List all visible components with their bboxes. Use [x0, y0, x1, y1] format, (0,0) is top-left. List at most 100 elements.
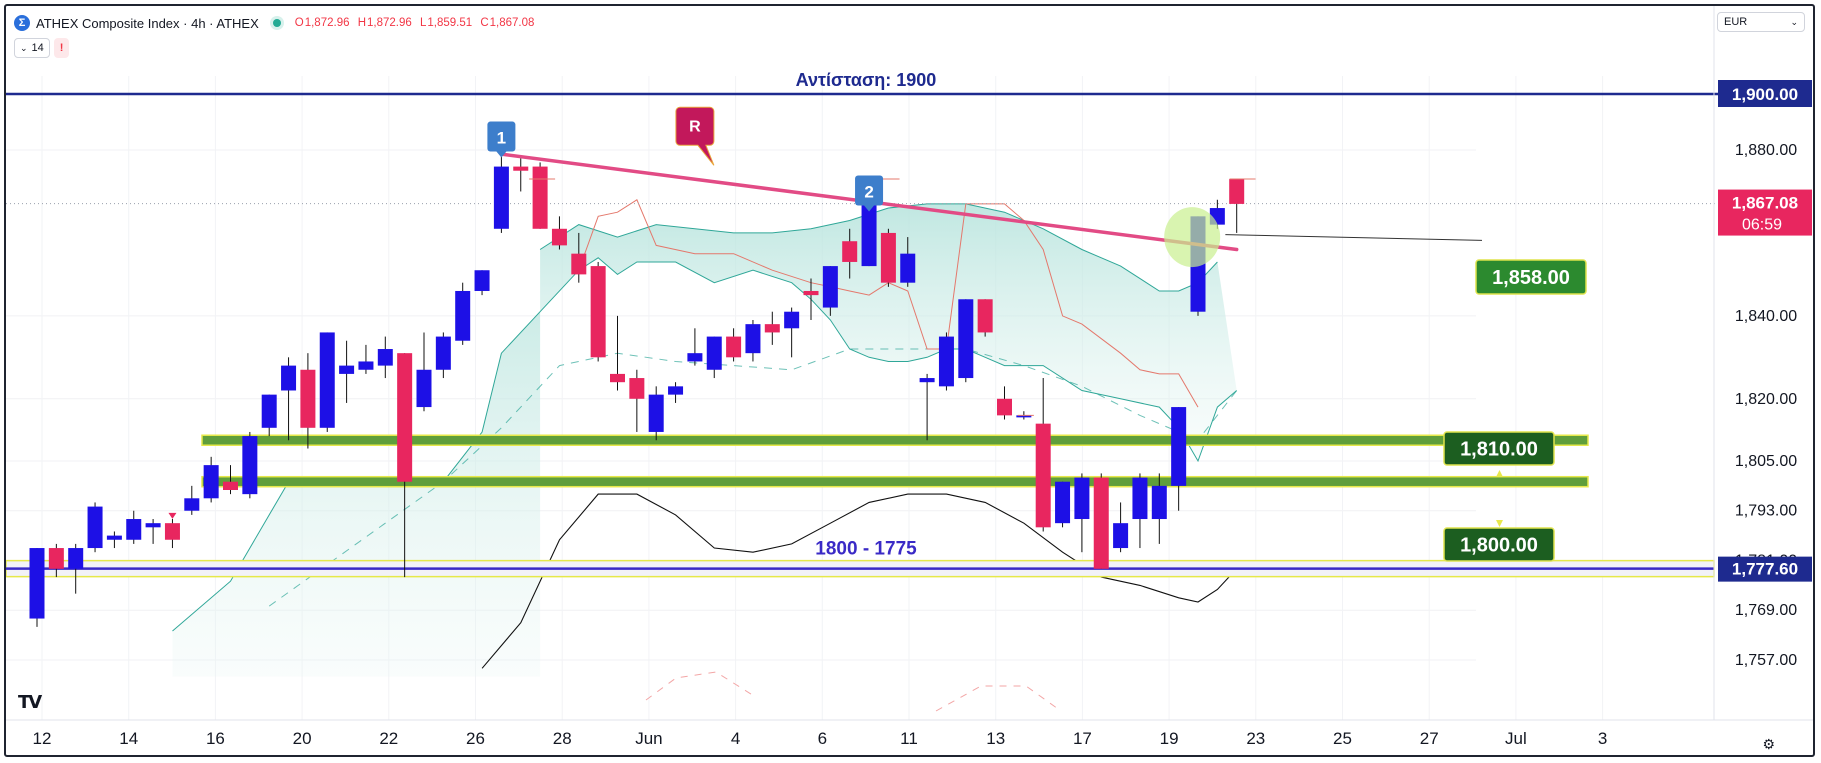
time-tick-label: 16 — [206, 729, 225, 748]
price-tick-label: 1,805.00 — [1735, 453, 1797, 470]
candle — [455, 282, 471, 345]
resistance-label: Αντίσταση: 1900 — [796, 70, 937, 90]
candle — [242, 431, 258, 499]
candle — [532, 162, 548, 229]
candle-body — [687, 353, 703, 362]
candle-body — [919, 378, 935, 383]
candle — [300, 353, 316, 449]
candle — [416, 332, 432, 412]
last-price-label: 1,867.08 — [1732, 194, 1798, 213]
candle-body — [958, 299, 974, 379]
marker-box — [487, 121, 516, 152]
indicators-collapse-button[interactable]: ⌄ 14 — [14, 38, 50, 58]
price-tick-label: 1,769.00 — [1735, 602, 1797, 619]
currency-select[interactable]: EUR ⌄ — [1717, 12, 1805, 32]
price-tick-label: 1,820.00 — [1735, 391, 1797, 408]
candle-body — [242, 436, 258, 495]
candle — [397, 353, 413, 578]
candle-body — [126, 519, 142, 540]
candle-body — [106, 535, 122, 540]
red-dashed-arc — [935, 685, 1062, 712]
time-tick-label: Jun — [635, 729, 662, 748]
candle — [1035, 378, 1051, 532]
indicator-toolbar: ⌄ 14 ! — [14, 38, 70, 58]
candle-body — [764, 324, 780, 333]
candle — [822, 266, 838, 316]
candle — [68, 543, 84, 594]
time-tick-label: 23 — [1246, 729, 1265, 748]
candle-body — [668, 386, 684, 395]
candle-body — [87, 506, 103, 549]
candle — [648, 386, 664, 441]
candle — [1229, 179, 1245, 233]
candle-body — [203, 465, 219, 499]
settings-gear-icon[interactable]: ⚙ — [1762, 736, 1775, 752]
candle-body — [706, 336, 722, 370]
candle — [1151, 473, 1167, 544]
candle-body — [48, 548, 64, 569]
candle-body — [1093, 477, 1109, 569]
range-price-tag — [1718, 556, 1812, 582]
zone-1810-label: 1,810.00 — [1460, 439, 1538, 461]
red-indicator-line — [578, 199, 1199, 408]
candle-body — [861, 203, 877, 267]
candle — [1132, 473, 1148, 549]
candle-body — [803, 290, 819, 296]
candle-body — [532, 166, 548, 229]
candle — [1055, 481, 1071, 528]
candle-body — [493, 166, 509, 229]
marker-R-label: R — [689, 118, 701, 135]
candle-body — [1074, 477, 1090, 520]
candle-body — [629, 378, 645, 399]
price-tick-label: 1,880.00 — [1735, 142, 1797, 159]
candle — [745, 320, 761, 362]
marker-R — [675, 106, 715, 166]
candle-body — [997, 398, 1012, 416]
candle — [358, 344, 374, 374]
candle-body — [648, 394, 664, 432]
time-tick-label: 11 — [900, 729, 918, 748]
candle-body — [281, 365, 297, 391]
candle — [919, 373, 935, 441]
time-tick-label: 22 — [379, 729, 398, 748]
candle — [339, 340, 355, 403]
chevron-down-icon: ⌄ — [20, 42, 28, 53]
candle-body — [745, 324, 761, 354]
time-tick-label: 19 — [1160, 729, 1179, 748]
symbol-title[interactable]: ATHEX Composite Index · 4h · ATHEX — [36, 15, 259, 31]
exchange-logo-icon: Σ — [14, 15, 30, 31]
candle — [1171, 407, 1187, 511]
candle — [164, 519, 180, 549]
candle-body — [416, 369, 432, 408]
candle-body — [842, 241, 858, 262]
candle-body — [822, 266, 838, 308]
warning-button[interactable]: ! — [53, 38, 70, 58]
candle-body — [164, 523, 180, 540]
currency-value: EUR — [1724, 16, 1748, 28]
marker-label: 2 — [864, 182, 873, 201]
candle-body — [455, 290, 471, 341]
candle — [1074, 473, 1090, 553]
down-arrow-marker — [168, 512, 177, 519]
candle-body — [1132, 477, 1148, 520]
time-tick-label: 17 — [1073, 729, 1092, 748]
candle-body — [571, 253, 587, 275]
candle-body — [339, 365, 355, 374]
candle — [997, 386, 1012, 420]
candle-body — [68, 548, 84, 569]
zone-1800-label-box — [1443, 527, 1555, 562]
candle — [203, 456, 219, 503]
candle-body — [397, 353, 413, 482]
candle-body — [319, 332, 335, 428]
candle-body — [145, 523, 161, 528]
candle-body — [300, 369, 316, 428]
candle — [977, 299, 993, 337]
candle — [726, 328, 742, 362]
candle-body — [1055, 481, 1071, 524]
zone-arrow — [1496, 520, 1503, 527]
candle-body — [900, 253, 916, 283]
price-tick-label: 1,757.00 — [1735, 652, 1797, 669]
candle-body — [474, 270, 490, 291]
candle-body — [1151, 485, 1167, 520]
